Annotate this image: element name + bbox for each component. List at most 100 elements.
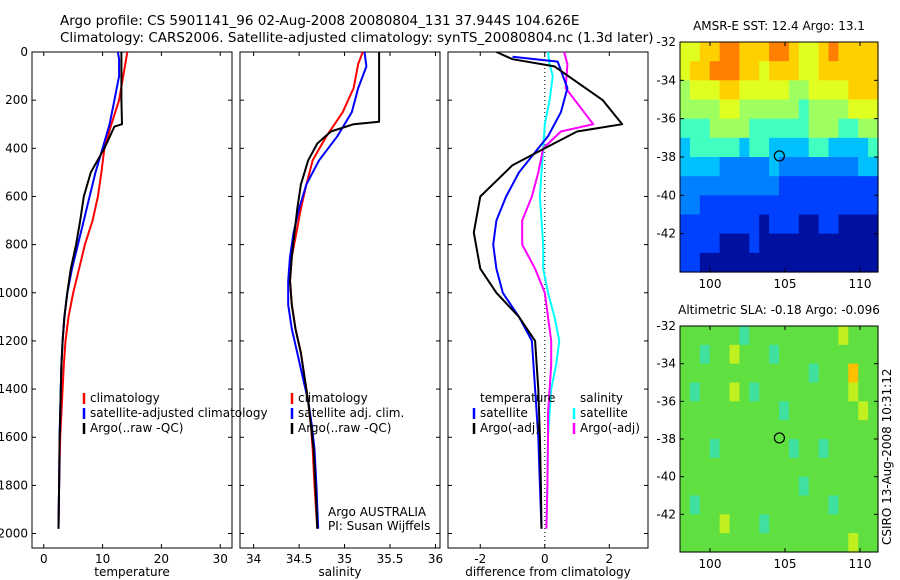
- sla-map-cell: [729, 457, 740, 478]
- sla-map-cell: [769, 382, 780, 402]
- sla-map-cell: [858, 401, 869, 421]
- sst-map-cell: [779, 195, 790, 216]
- sla-map-location-marker: [773, 432, 785, 444]
- sla-map-cell: [769, 363, 780, 384]
- sla-map-cell: [709, 476, 721, 497]
- sla-map-cell: [868, 420, 879, 440]
- sla-map-cell: [818, 326, 830, 346]
- sla-map-cell: [788, 420, 800, 440]
- sla-map-xtick-label: 100: [699, 557, 722, 571]
- sst-map-cell: [858, 137, 869, 158]
- sla-map-cell: [719, 401, 731, 421]
- sla-map-cell: [689, 401, 701, 421]
- sst-map-xtick-label: 100: [699, 277, 722, 291]
- sla-map-cell: [769, 533, 780, 553]
- sst-map-cell: [769, 252, 780, 273]
- temperature-ytick-label: 1800: [0, 478, 28, 492]
- difference-legend-group-title: salinity: [580, 391, 623, 405]
- sst-map-ytick-label: -32: [656, 35, 676, 49]
- sst-map-cell: [868, 99, 879, 120]
- sst-map-cell: [719, 233, 731, 254]
- sst-map-cell: [769, 61, 780, 81]
- sst-map-cell: [739, 157, 750, 177]
- sla-map-cell: [709, 382, 721, 402]
- sla-map-cell: [858, 514, 869, 534]
- sla-map-cell: [759, 420, 770, 440]
- difference-legend-item-label: satellite: [480, 406, 528, 420]
- sst-map-cell: [838, 137, 849, 158]
- sst-map-cell: [848, 176, 859, 196]
- sla-map-cell: [749, 476, 760, 497]
- sst-map-cell: [798, 42, 810, 62]
- temperature-ytick-label: 2000: [0, 527, 28, 541]
- temperature-ytick-label: 400: [5, 141, 28, 155]
- sla-map-cell: [749, 533, 760, 553]
- sla-map-ytick-label: -34: [656, 357, 676, 371]
- salinity-xtick-label: 34.5: [286, 552, 313, 566]
- sla-map-cell: [739, 457, 750, 478]
- sla-map-cell: [709, 326, 721, 346]
- sst-map-cell: [818, 61, 830, 81]
- sst-map-cell: [818, 118, 830, 139]
- sla-map-cell: [680, 514, 691, 534]
- sst-map-cell: [858, 214, 869, 235]
- sst-map-cell: [838, 42, 849, 62]
- sla-map-cell: [680, 495, 691, 515]
- salinity-xtick-label: 35.5: [377, 552, 404, 566]
- sst-map-cell: [838, 61, 849, 81]
- sst-map-cell: [739, 99, 750, 120]
- sla-map-cell: [729, 363, 740, 384]
- sst-map-cell: [788, 118, 800, 139]
- sst-map-cell: [788, 137, 800, 158]
- sst-map-cell: [808, 42, 820, 62]
- sla-map-ytick-label: -38: [656, 432, 676, 446]
- sla-map-cell: [848, 382, 859, 402]
- sst-map-cell: [709, 214, 721, 235]
- difference-legend-group-title: temperature: [480, 391, 555, 405]
- sst-map-cell: [749, 42, 760, 62]
- sst-map-cell: [739, 80, 750, 101]
- sla-map-cell: [739, 420, 750, 440]
- sst-map-cell: [848, 42, 859, 62]
- sst-map-cell: [808, 80, 820, 101]
- sla-map-cell: [680, 420, 691, 440]
- sst-map-cell: [868, 214, 879, 235]
- sst-map-cell: [779, 252, 790, 273]
- sst-map-cell: [709, 233, 721, 254]
- sla-map-cell: [779, 495, 790, 515]
- sst-map-cell: [680, 195, 691, 216]
- sla-map-cell: [729, 326, 740, 346]
- sst-map-cell: [858, 195, 869, 216]
- sla-map-cell: [798, 476, 810, 497]
- sst-map-cell: [808, 176, 820, 196]
- sla-map-xtick-label: 105: [774, 557, 797, 571]
- sst-map-cell: [749, 195, 760, 216]
- sla-map-cell: [689, 326, 701, 346]
- sla-map-cell: [729, 382, 740, 402]
- sla-map-cell: [749, 495, 760, 515]
- sst-map-cell: [749, 118, 760, 139]
- credit-label: CSIRO 13-Aug-2008 10:31:12: [880, 369, 894, 545]
- sst-map-cell: [848, 137, 859, 158]
- temperature-legend-item-label: Argo(..raw -QC): [90, 421, 183, 435]
- sst-map-cell: [848, 118, 859, 139]
- sla-map-cell: [759, 533, 770, 553]
- sst-map-cell: [808, 99, 820, 120]
- sla-map-cell: [788, 401, 800, 421]
- sst-map-cell: [838, 233, 849, 254]
- sst-map-cell: [788, 252, 800, 273]
- sst-map-cell: [719, 176, 731, 196]
- sst-map-cell: [788, 195, 800, 216]
- sla-map-cell: [788, 495, 800, 515]
- sla-map-cell: [828, 401, 839, 421]
- sla-map-cell: [838, 363, 849, 384]
- sst-map-cell: [729, 195, 740, 216]
- sla-map-cell: [828, 382, 839, 402]
- sla-map-cell: [828, 326, 839, 346]
- sst-map-cell: [680, 61, 691, 81]
- sst-map-cell: [858, 80, 869, 101]
- sla-map-cell: [709, 514, 721, 534]
- sst-map-cell: [808, 157, 820, 177]
- temperature-legend-item-label: climatology: [90, 391, 160, 405]
- sla-map-cell: [779, 457, 790, 478]
